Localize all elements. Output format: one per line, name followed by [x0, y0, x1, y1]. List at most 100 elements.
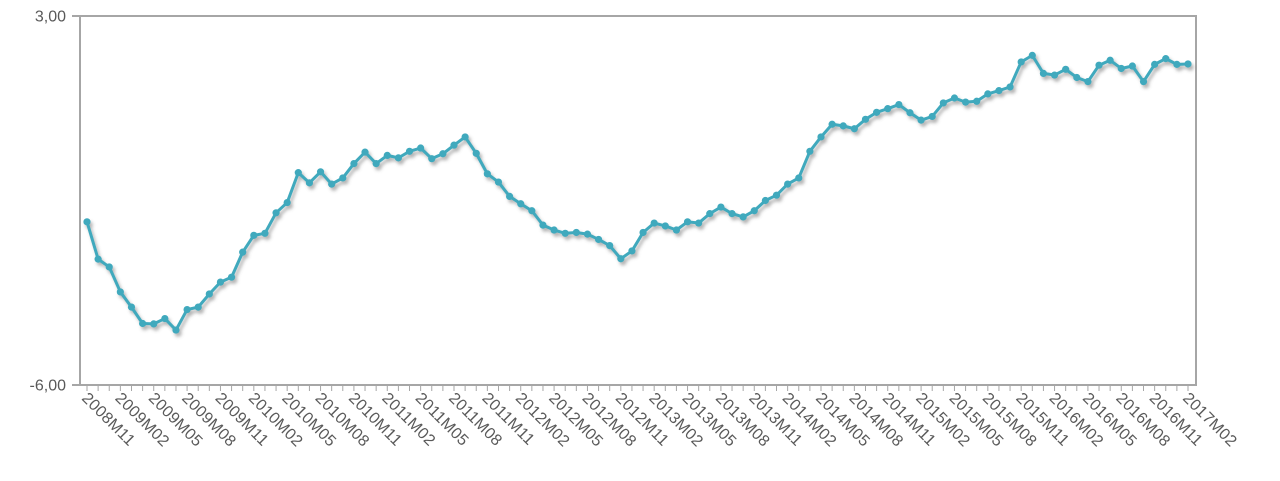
data-point	[461, 133, 469, 141]
data-point	[305, 179, 314, 187]
data-point	[316, 168, 325, 176]
data-point	[594, 235, 603, 244]
data-point	[672, 226, 681, 234]
data-point	[94, 255, 102, 263]
data-point	[583, 230, 592, 238]
data-point	[750, 207, 758, 215]
data-point	[1151, 60, 1159, 68]
data-point	[939, 99, 947, 107]
data-point	[1039, 69, 1048, 77]
data-point	[328, 180, 336, 188]
data-point	[139, 319, 147, 328]
data-point	[472, 149, 480, 157]
data-point	[294, 169, 302, 177]
data-point	[494, 178, 503, 186]
data-point	[995, 87, 1003, 95]
data-point	[928, 112, 936, 121]
data-point	[205, 290, 213, 298]
data-point	[161, 314, 169, 323]
data-point	[572, 228, 580, 237]
data-point	[405, 147, 414, 155]
data-point	[1050, 71, 1059, 79]
data-point	[150, 320, 158, 328]
data-point	[539, 221, 547, 229]
series-with-shadow	[83, 51, 1192, 334]
data-point	[761, 196, 769, 205]
data-point	[639, 228, 647, 237]
data-point	[661, 222, 669, 230]
data-point	[884, 105, 892, 113]
data-point	[83, 218, 91, 226]
data-point	[1106, 56, 1114, 64]
data-point	[850, 125, 858, 133]
data-point	[772, 191, 781, 199]
data-point	[784, 180, 792, 188]
data-point	[1017, 58, 1025, 66]
data-point	[1128, 62, 1136, 70]
data-point	[428, 155, 436, 163]
data-point	[350, 160, 358, 168]
data-point	[183, 305, 191, 314]
data-point	[272, 209, 280, 217]
data-point	[450, 141, 458, 149]
data-point	[172, 326, 180, 334]
data-point	[528, 207, 536, 215]
y-axis-label: 3,00	[35, 9, 66, 26]
data-point	[1139, 78, 1148, 86]
data-point	[950, 94, 959, 102]
x-axis-ticks	[86, 386, 1189, 391]
data-point	[1173, 60, 1181, 68]
data-point	[261, 229, 269, 237]
data-point	[1162, 55, 1170, 63]
data-point	[361, 148, 369, 156]
data-point	[695, 219, 703, 227]
data-point	[1084, 78, 1092, 86]
y-axis-labels: 3,00 -6,00	[30, 9, 67, 395]
data-point	[227, 273, 236, 281]
data-point	[1062, 65, 1070, 73]
data-point	[706, 210, 714, 218]
data-point	[1073, 73, 1081, 82]
data-point	[250, 231, 258, 239]
data-point	[817, 133, 825, 141]
data-point	[1117, 64, 1125, 73]
plot-frame	[79, 15, 1197, 386]
data-point	[517, 200, 525, 208]
data-point	[828, 120, 836, 128]
data-point	[650, 219, 658, 227]
data-point	[483, 170, 491, 178]
data-point	[728, 210, 736, 218]
data-point	[1095, 61, 1103, 69]
plot-border	[79, 15, 1197, 386]
data-point	[1184, 60, 1192, 68]
data-point	[895, 100, 903, 109]
y-axis-ticks	[72, 15, 80, 386]
data-point	[383, 151, 391, 159]
data-point	[1028, 51, 1036, 59]
data-point	[550, 226, 558, 234]
data-point	[1006, 83, 1014, 91]
data-series	[83, 51, 1192, 334]
data-point	[973, 97, 981, 105]
data-point	[127, 303, 136, 311]
data-point	[417, 144, 425, 152]
data-point	[739, 213, 747, 221]
data-point	[105, 263, 113, 271]
data-point	[372, 160, 380, 168]
data-point	[861, 115, 870, 123]
series-line	[85, 53, 1190, 332]
data-point	[561, 229, 569, 237]
data-point	[194, 303, 202, 311]
data-point	[439, 150, 447, 158]
data-point	[839, 122, 847, 130]
data-point	[283, 198, 291, 207]
data-point	[506, 192, 514, 200]
data-point	[394, 154, 402, 162]
data-point	[617, 255, 625, 263]
data-point	[339, 174, 347, 182]
data-point	[806, 147, 814, 155]
data-point	[683, 218, 692, 226]
data-point	[906, 109, 914, 117]
